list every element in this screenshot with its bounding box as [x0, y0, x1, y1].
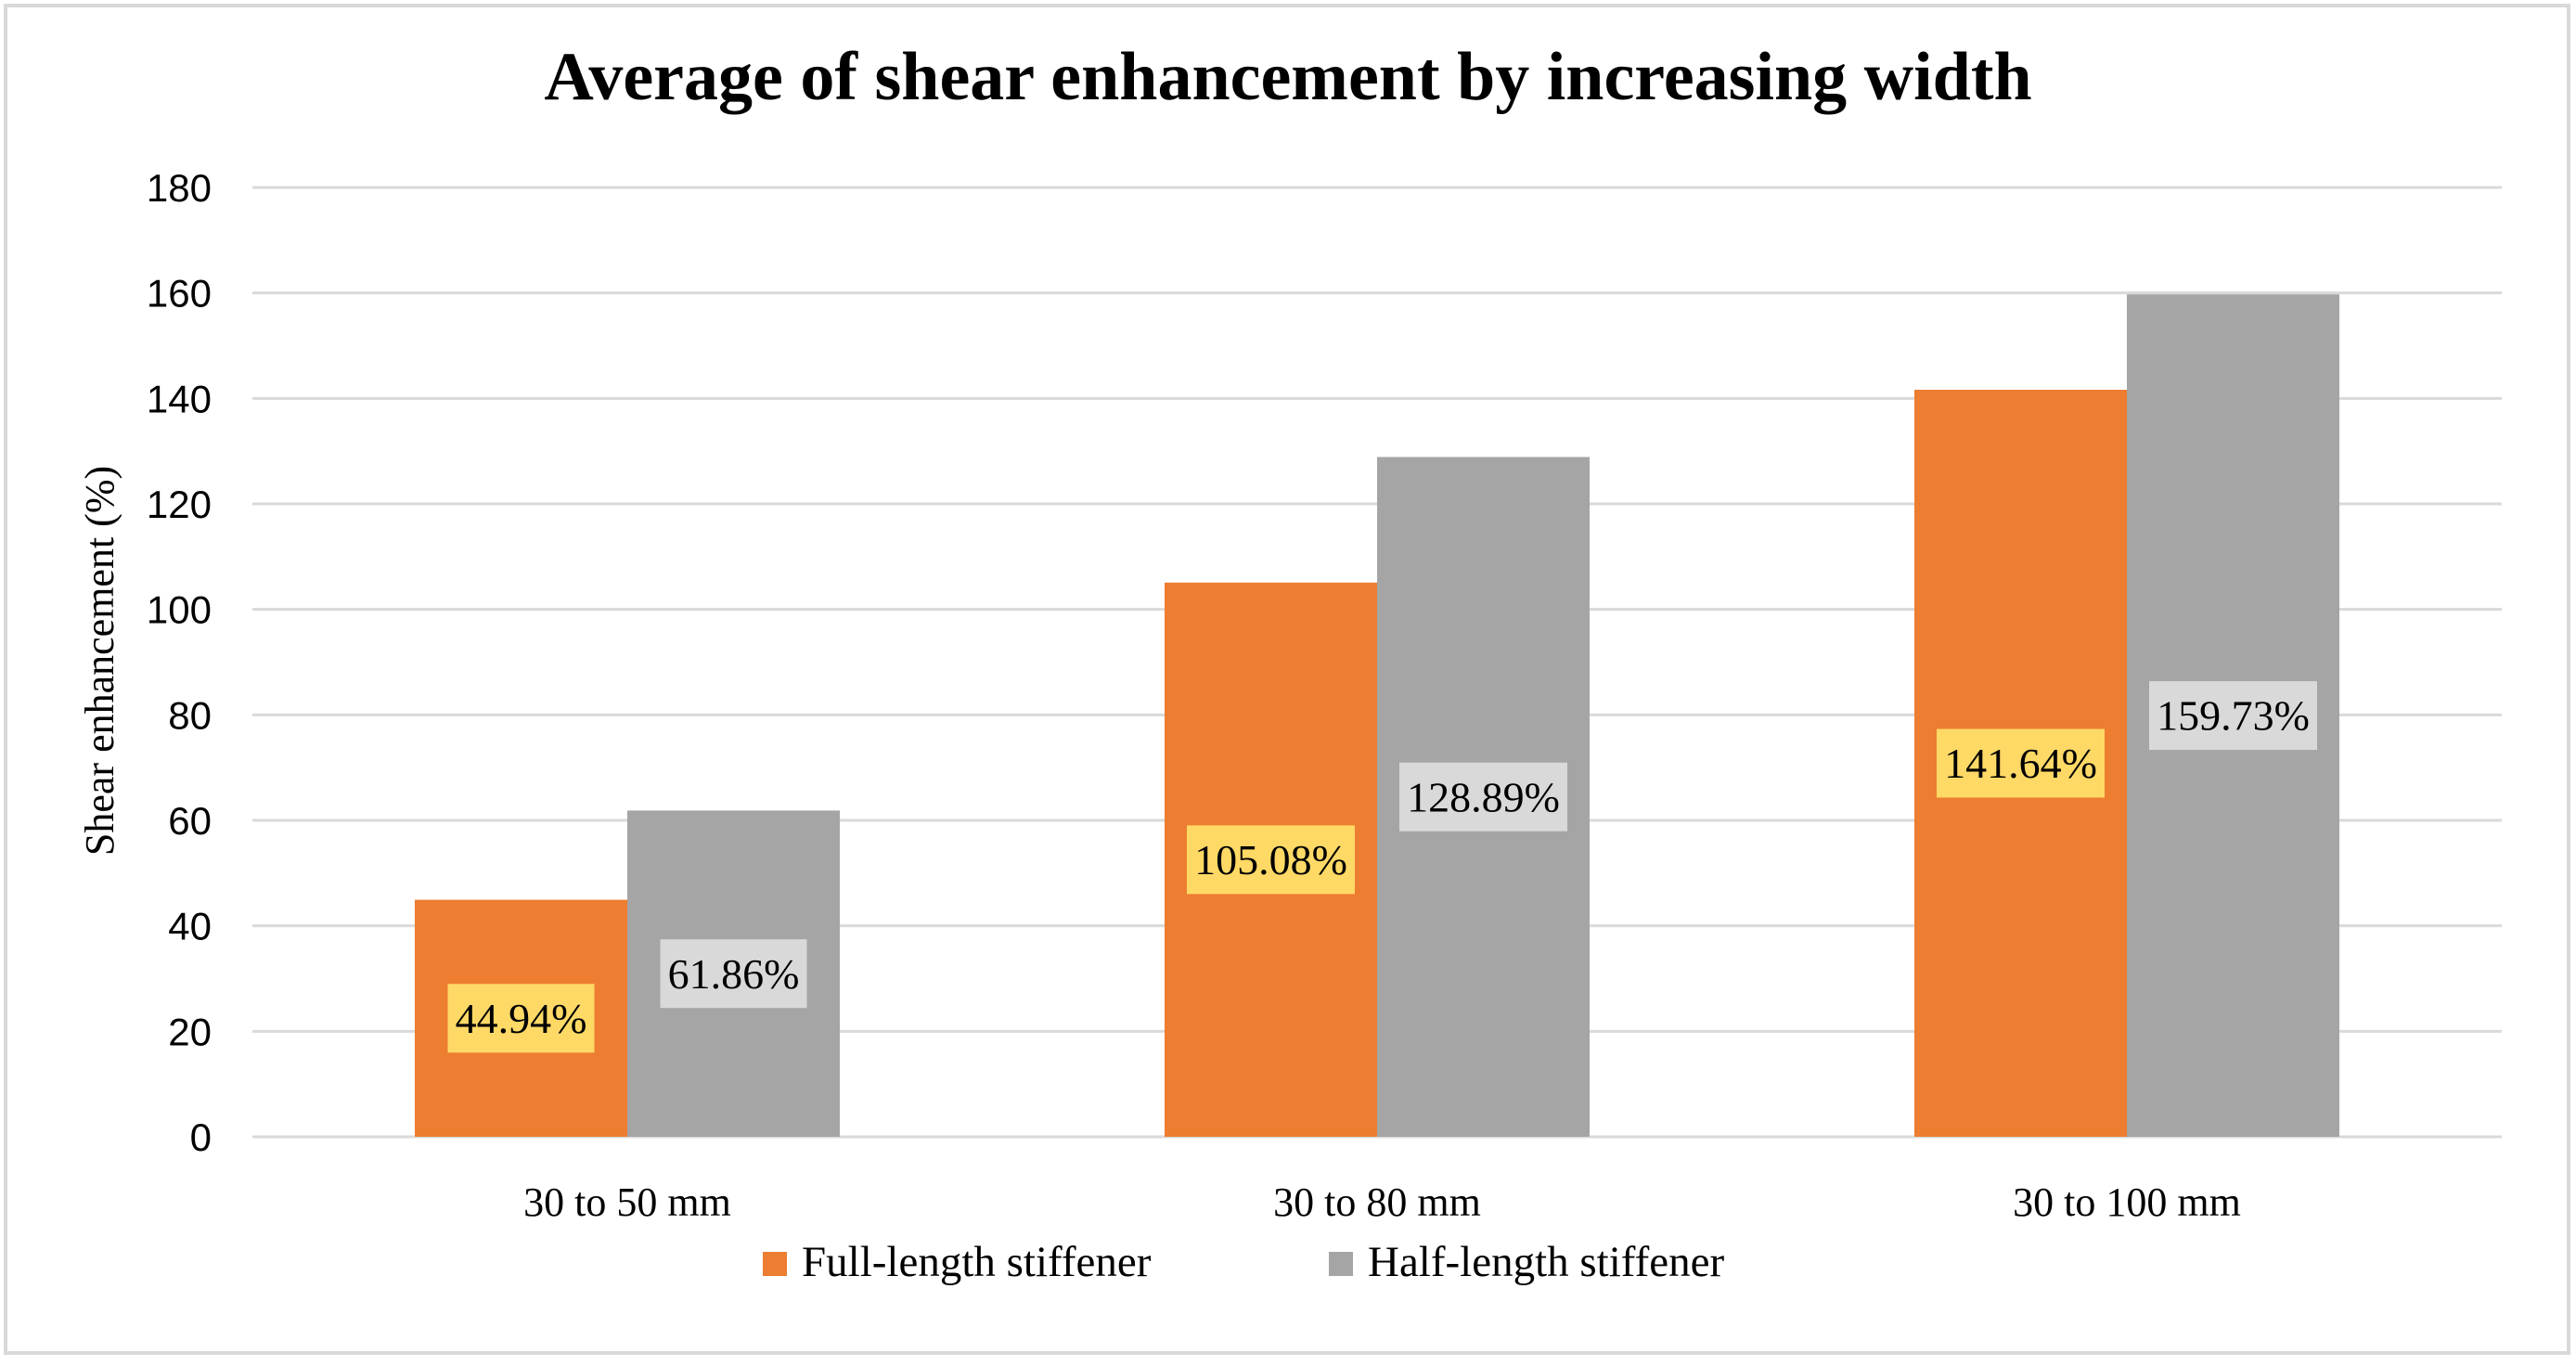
data-label: 159.73%: [2149, 681, 2317, 751]
y-tick-label: 100: [147, 588, 212, 632]
data-label: 128.89%: [1399, 762, 1567, 831]
y-tick-label: 40: [168, 905, 212, 948]
data-label-text: 141.64%: [1944, 740, 2097, 787]
data-label-text: 159.73%: [2157, 692, 2310, 740]
y-tick-label: 80: [168, 693, 212, 737]
y-axis-label: Shear enhancement (%): [77, 466, 122, 856]
data-label-box: [660, 939, 807, 1009]
data-label-box: [1187, 825, 1355, 895]
data-label-text: 105.08%: [1194, 836, 1347, 883]
data-label-box: [1937, 728, 2105, 798]
y-tick-label: 140: [147, 377, 212, 420]
chart-title: Average of shear enhancement by increasi…: [544, 39, 2031, 115]
x-tick-label: 30 to 80 mm: [1273, 1179, 1481, 1225]
y-tick-label: 160: [147, 272, 212, 316]
data-label-box: [447, 984, 595, 1053]
legend-label-half-length: Half-length stiffener: [1368, 1238, 1724, 1286]
data-label: 61.86%: [660, 939, 807, 1009]
legend: Full-length stiffener Half-length stiffe…: [763, 1238, 1724, 1286]
x-tick-label: 30 to 50 mm: [523, 1179, 731, 1225]
y-tick-label: 20: [168, 1010, 212, 1053]
y-tick-label: 120: [147, 483, 212, 526]
x-axis-ticks: 30 to 50 mm 30 to 80 mm 30 to 100 mm: [523, 1179, 2241, 1225]
data-label-box: [1399, 762, 1567, 831]
y-tick-label: 0: [190, 1115, 212, 1159]
y-tick-label: 180: [147, 166, 212, 210]
legend-swatch-full-length: [763, 1252, 787, 1276]
data-label-box: [2149, 681, 2317, 751]
data-label-text: 44.94%: [456, 995, 587, 1042]
y-tick-label: 60: [168, 799, 212, 843]
legend-label-full-length: Full-length stiffener: [802, 1238, 1152, 1286]
data-label-text: 61.86%: [668, 950, 800, 998]
data-label: 141.64%: [1937, 728, 2105, 798]
data-labels: 44.94% 61.86% 105.08% 128.89% 141.64% 159.73%: [447, 681, 2317, 1053]
data-label: 105.08%: [1187, 825, 1355, 895]
data-label-text: 128.89%: [1407, 773, 1560, 820]
x-tick-label: 30 to 100 mm: [2013, 1179, 2241, 1225]
legend-swatch-half-length: [1329, 1252, 1353, 1276]
y-axis-ticks: 0 20 40 60 80 100 120 140 160 180: [147, 166, 212, 1159]
data-label: 44.94%: [447, 984, 595, 1053]
